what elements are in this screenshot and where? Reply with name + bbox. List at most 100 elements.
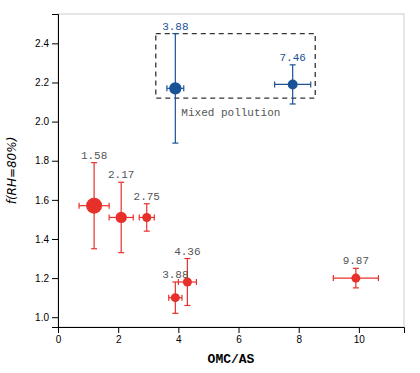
y-error-cap xyxy=(118,252,124,253)
point-label: 9.87 xyxy=(343,255,369,267)
x-error-cap xyxy=(133,214,134,220)
y-axis-tick: 1.6 xyxy=(35,195,58,206)
y-axis-tick: 2.2 xyxy=(35,77,58,88)
y-error-cap xyxy=(353,287,359,288)
point-label: 2.75 xyxy=(134,191,160,203)
x-error-cap xyxy=(109,214,110,220)
y-axis-tick: 1.8 xyxy=(35,155,58,166)
y-axis-tick-label: 1.6 xyxy=(35,195,49,206)
y-axis-tick-label: 2.0 xyxy=(35,116,49,127)
y-error-cap xyxy=(184,305,190,306)
y-error-cap xyxy=(144,231,150,232)
y-error-cap xyxy=(353,268,359,269)
y-axis-tick: 1.0 xyxy=(35,312,58,323)
y-error-cap xyxy=(91,162,97,163)
x-axis-line xyxy=(59,328,405,334)
y-axis-line xyxy=(52,15,59,328)
x-axis-tick-mark xyxy=(178,327,179,333)
x-axis-tick-label: 10 xyxy=(354,334,366,345)
x-axis-title: OMC/AS xyxy=(208,352,255,367)
x-axis-tick-mark xyxy=(299,327,300,333)
x-error-cap xyxy=(154,214,155,220)
x-error-cap xyxy=(139,214,140,220)
y-axis-tick-mark xyxy=(52,317,58,318)
y-error-cap xyxy=(290,103,296,104)
y-axis-tick-mark xyxy=(52,278,58,279)
x-axis-tick-label: 6 xyxy=(236,334,242,345)
point xyxy=(86,198,102,214)
y-axis-tick: 1.4 xyxy=(35,234,58,245)
x-error-cap xyxy=(333,275,334,281)
y-error-cap xyxy=(144,203,150,204)
x-error-cap xyxy=(168,295,169,301)
y-axis-tick-label: 2.2 xyxy=(35,77,49,88)
x-axis-tick-mark xyxy=(359,327,360,333)
x-axis-tick-mark xyxy=(118,327,119,333)
x-axis-tick-label: 2 xyxy=(116,334,122,345)
labels: Mixed pollution1.582.172.754.363.889.873… xyxy=(81,21,369,281)
y-axis-tick-label: 1.2 xyxy=(35,273,49,284)
y-axis-tick-label: 1.4 xyxy=(35,234,49,245)
y-axis-tick-mark xyxy=(52,161,58,162)
y-error-cap xyxy=(172,281,178,282)
x-axis-tick: 6 xyxy=(236,327,242,345)
series xyxy=(79,163,378,314)
y-axis-tick-mark xyxy=(52,43,58,44)
x-axis-tick: 0 xyxy=(56,327,62,345)
point-label: 4.36 xyxy=(174,246,200,258)
x-error-cap xyxy=(310,81,311,87)
x-axis-tick: 2 xyxy=(116,327,122,345)
y-error-cap xyxy=(184,258,190,259)
x-error-cap xyxy=(109,203,110,209)
y-error-cap xyxy=(172,143,178,144)
series xyxy=(167,34,311,144)
x-error-cap xyxy=(183,85,184,91)
chart: 02468101.01.21.41.61.82.02.22.4Mixed pol… xyxy=(0,0,420,373)
y-axis-tick-label: 1.0 xyxy=(35,312,49,323)
plot: 02468101.01.21.41.61.82.02.22.4Mixed pol… xyxy=(35,14,404,345)
x-axis-tick-mark xyxy=(239,327,240,333)
y-error-cap xyxy=(172,313,178,314)
point xyxy=(169,82,181,94)
x-error-cap xyxy=(196,279,197,285)
y-axis: 1.0 1.2 1.4 1.6 1.8 2.0 2.2 2.4 xyxy=(35,15,58,328)
point xyxy=(116,212,127,223)
x-axis: 0 2 4 6 8 10 xyxy=(56,327,405,345)
y-axis-tick: 2.4 xyxy=(35,38,58,49)
y-axis-tick-mark xyxy=(52,200,58,201)
y-error-cap xyxy=(118,182,124,183)
x-error-cap xyxy=(166,85,167,91)
x-error-cap xyxy=(181,295,182,301)
region-box xyxy=(156,34,315,99)
y-axis-tick-mark xyxy=(52,122,58,123)
y-axis-tick-mark xyxy=(52,82,58,83)
y-error-cap xyxy=(91,248,97,249)
x-axis-tick-label: 4 xyxy=(176,334,182,345)
point xyxy=(351,274,360,283)
y-axis-tick-label: 1.8 xyxy=(35,155,49,166)
y-error-cap xyxy=(290,64,296,65)
x-axis-tick-label: 0 xyxy=(56,334,62,345)
x-axis-tick-label: 8 xyxy=(296,334,302,345)
y-axis-tick-label: 2.4 xyxy=(35,38,49,49)
point-label: 1.58 xyxy=(81,150,107,162)
point xyxy=(288,79,298,89)
x-error-cap xyxy=(378,275,379,281)
y-axis-tick: 2.0 xyxy=(35,116,58,127)
y-axis-title: f(RH=80%) xyxy=(5,137,19,205)
x-axis-tick: 4 xyxy=(176,327,182,345)
x-axis-tick: 8 xyxy=(296,327,302,345)
y-axis-tick-mark xyxy=(52,239,58,240)
x-error-cap xyxy=(78,203,79,209)
point xyxy=(142,213,151,222)
marks xyxy=(79,34,378,314)
x-error-cap xyxy=(274,81,275,87)
y-axis-tick: 1.2 xyxy=(35,273,58,284)
point-label: 3.88 xyxy=(162,21,188,33)
plot-frame xyxy=(58,14,404,327)
point xyxy=(171,293,180,302)
point-label: 2.17 xyxy=(108,169,134,181)
y-error-cap xyxy=(172,33,178,34)
point-label: 3.88 xyxy=(162,269,188,281)
x-axis-tick: 10 xyxy=(354,327,366,345)
